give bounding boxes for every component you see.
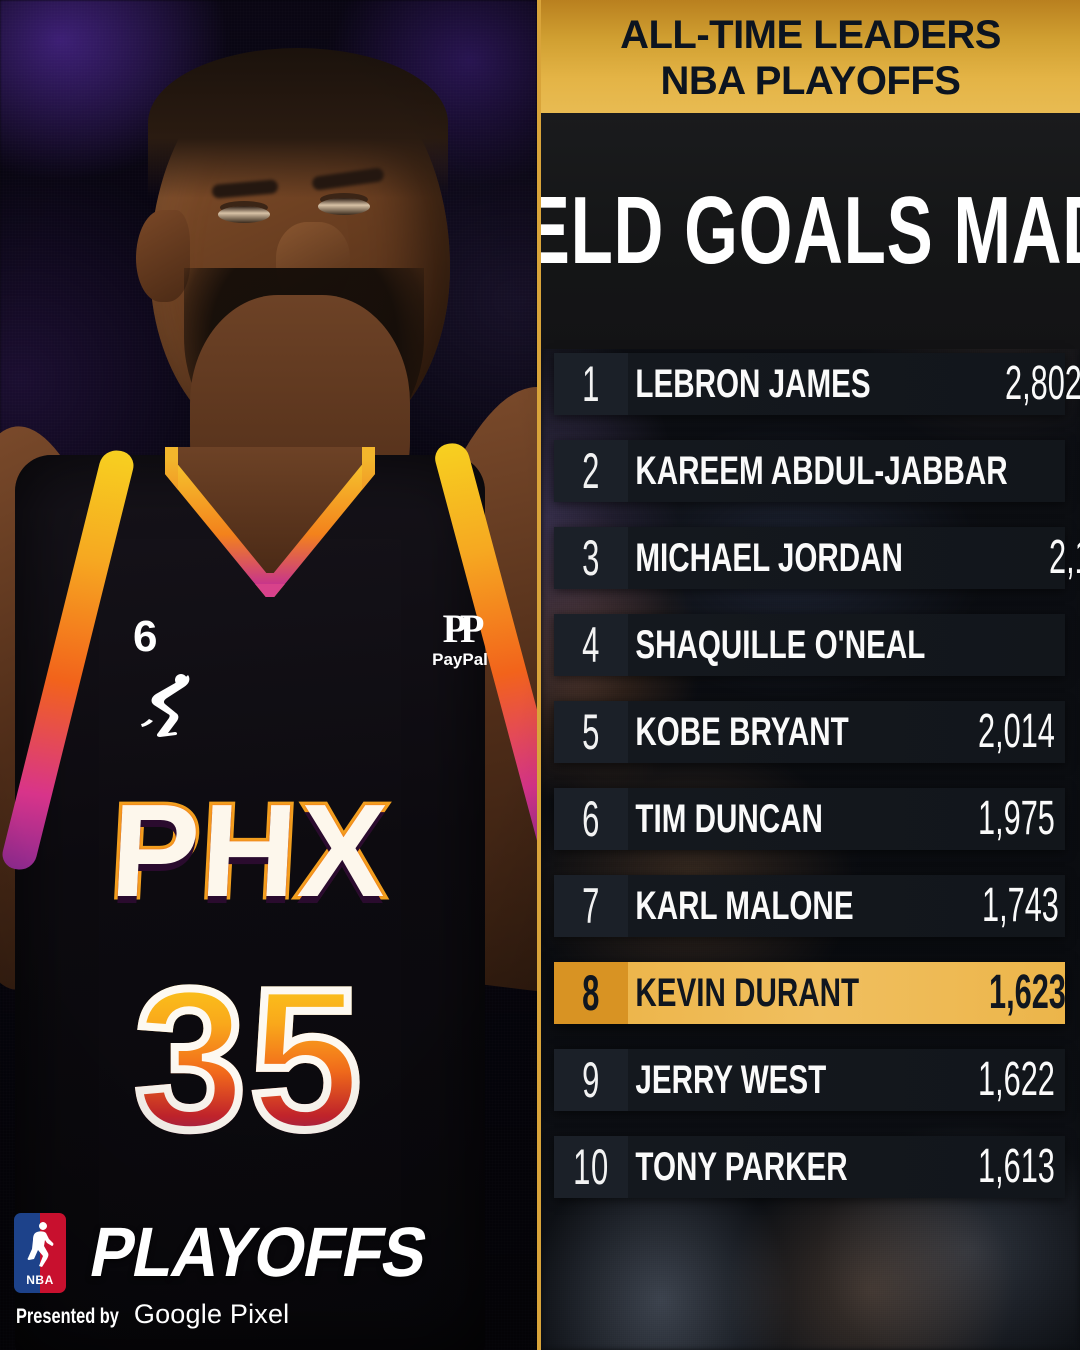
leaderboard-row: 5 KOBE BRYANT 2,014 [554, 701, 1065, 763]
row-player-name: KARL MALONE [635, 884, 854, 928]
panel-header: ALL-TIME LEADERS NBA PLAYOFFS [541, 0, 1080, 113]
leaderboard-row: 9 JERRY WEST 1,622 [554, 1049, 1065, 1111]
row-stat-value: 2,802 [1004, 357, 1080, 410]
header-line-1: ALL-TIME LEADERS [620, 13, 1001, 58]
nba-logo-icon: NBA [14, 1213, 66, 1293]
nba-playoffs-lockup: NBA PLAYOFFS Presented by Google Pixel [14, 1213, 438, 1328]
leaderboard-row: 3 MICHAEL JORDAN 2,188 [554, 527, 1080, 589]
row-stat-value: 1,975 [977, 792, 1055, 845]
row-rank: 10 [573, 1139, 609, 1195]
row-player-name: KAREEM ABDUL-JABBAR [635, 449, 1008, 493]
row-stat-value: 1,623 [989, 966, 1067, 1019]
paypal-glyph: PP [442, 605, 485, 651]
row-player-name: TIM DUNCAN [635, 797, 823, 841]
row-rank: 9 [582, 1052, 600, 1108]
leaderboard-row: 8 KEVIN DURANT 1,623 [554, 962, 1066, 1024]
row-rank: 5 [582, 704, 600, 760]
row-rank: 1 [582, 356, 600, 412]
row-rank: 4 [582, 617, 600, 673]
leaderboard-row: 6 TIM DUNCAN 1,975 [554, 788, 1065, 850]
row-stat-value: 1,743 [981, 879, 1059, 932]
row-player-name: MICHAEL JORDAN [635, 536, 903, 580]
leaderboard-row: 10 TONY PARKER 1,613 [554, 1136, 1065, 1198]
row-stat-value: 2,041 [1079, 621, 1080, 669]
jersey-number: 35 [15, 956, 485, 1164]
stat-title: FIELD GOALS MADE [541, 177, 1080, 284]
leaderboard-row: 7 KARL MALONE 1,743 [554, 875, 1065, 937]
paypal-wordmark: PayPal [432, 649, 488, 669]
row-stat-value: 1,622 [977, 1053, 1055, 1106]
playoffs-wordmark: PLAYOFFS [84, 1213, 434, 1292]
leaderboard-row: 4 SHAQUILLE O'NEAL 2,041 [554, 614, 1080, 676]
row-player-name: TONY PARKER [635, 1145, 848, 1189]
header-line-2: NBA PLAYOFFS [660, 58, 961, 103]
leaderboard-panel: ALL-TIME LEADERS NBA PLAYOFFS FIELD GOAL… [541, 0, 1080, 1350]
player-eye-right [318, 198, 370, 215]
presented-by-line: Presented by Google Pixel [16, 1301, 438, 1328]
row-rank: 3 [582, 530, 600, 586]
memorial-patch-number: 6 [133, 612, 158, 661]
presented-by-label: Presented by [16, 1305, 119, 1328]
row-rank: 8 [582, 965, 600, 1021]
player-eye-left [218, 206, 270, 223]
player-hairline [148, 48, 448, 198]
player-torso: 6 PP PayPal PHX 35 35 [0, 295, 537, 1350]
row-player-name: SHAQUILLE O'NEAL [635, 623, 926, 667]
leaderboard-row: 1 LEBRON JAMES 2,802 [554, 353, 1080, 415]
row-rank: 7 [582, 878, 600, 934]
row-player-name: JERRY WEST [635, 1058, 827, 1102]
player-ear [136, 210, 190, 302]
row-rank: 2 [582, 443, 600, 499]
row-stat-value: 2,014 [977, 705, 1055, 758]
leaderboard-list: 1 LEBRON JAMES 2,802 2 KAREEM ABDUL-JABBAR 2,… [541, 349, 1080, 1198]
sponsor-brand-name: Google Pixel [133, 1299, 290, 1329]
row-rank: 6 [582, 791, 600, 847]
paypal-patch: PP PayPal [413, 595, 507, 681]
stat-title-area: FIELD GOALS MADE [541, 113, 1080, 349]
row-stat-value: 2,188 [1048, 531, 1080, 584]
row-player-name: KEVIN DURANT [635, 971, 860, 1015]
row-player-name: LEBRON JAMES [635, 362, 871, 406]
nba-logo-text: NBA [26, 1273, 54, 1287]
player-photo: 6 PP PayPal PHX 35 35 [0, 0, 541, 1350]
row-stat-value: 1,613 [977, 1140, 1055, 1193]
jumpman-icon [141, 673, 201, 737]
row-player-name: KOBE BRYANT [635, 710, 849, 754]
jersey-team-wordmark: PHX [104, 774, 396, 928]
